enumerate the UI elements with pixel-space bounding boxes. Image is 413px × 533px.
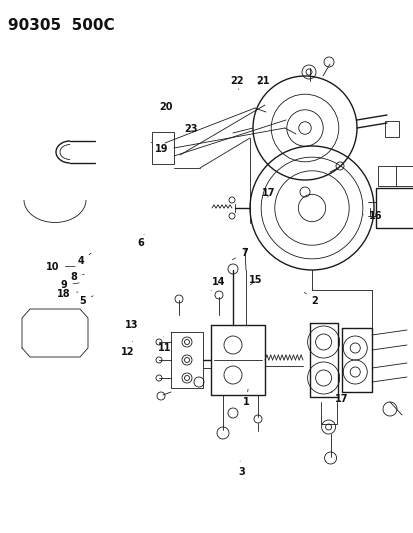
Text: 6: 6 [137,235,144,247]
Text: 15: 15 [249,275,262,285]
Text: 9: 9 [61,280,79,290]
Text: 7: 7 [232,248,247,260]
Text: 13: 13 [125,320,138,330]
Text: 10: 10 [46,262,75,271]
Bar [375,188,413,228]
Bar [384,121,398,137]
Text: 1: 1 [242,389,249,407]
Text: 90305  500C: 90305 500C [8,18,114,33]
Text: 18: 18 [57,289,78,299]
Text: 22: 22 [230,76,243,90]
Text: 23: 23 [184,124,197,134]
Text: 17: 17 [330,392,347,403]
Text: 12: 12 [121,341,134,357]
Bar [377,166,413,186]
Text: 4: 4 [77,253,91,266]
Text: 20: 20 [159,102,172,111]
Text: 16: 16 [363,211,382,221]
Text: 8: 8 [70,272,84,282]
Text: 21: 21 [256,76,269,86]
Text: 11: 11 [158,337,171,352]
Text: 2: 2 [304,292,317,306]
Text: 5: 5 [79,296,93,306]
Text: 17: 17 [262,188,275,198]
Text: 19: 19 [151,142,168,154]
Text: 14: 14 [211,278,225,290]
Bar [152,132,173,164]
Text: 3: 3 [238,461,245,477]
